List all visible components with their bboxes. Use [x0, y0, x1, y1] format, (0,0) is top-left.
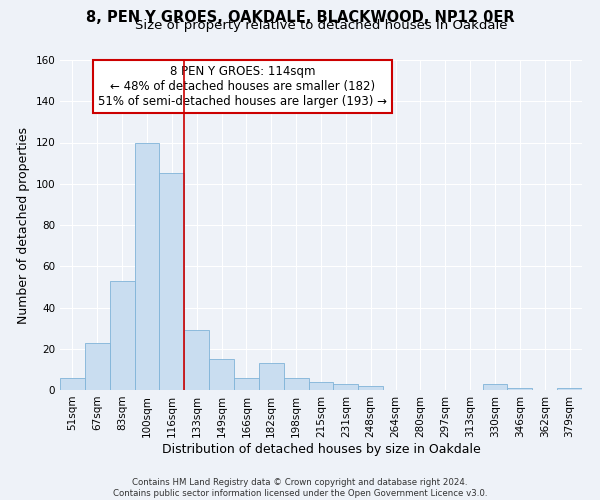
- Bar: [508, 388, 532, 390]
- Bar: [482, 384, 508, 390]
- Bar: [160, 174, 184, 390]
- Bar: [358, 386, 383, 390]
- Text: Contains HM Land Registry data © Crown copyright and database right 2024.
Contai: Contains HM Land Registry data © Crown c…: [113, 478, 487, 498]
- Bar: [60, 378, 85, 390]
- Bar: [184, 330, 209, 390]
- Text: 8 PEN Y GROES: 114sqm
← 48% of detached houses are smaller (182)
51% of semi-det: 8 PEN Y GROES: 114sqm ← 48% of detached …: [98, 65, 387, 108]
- Bar: [134, 142, 160, 390]
- Bar: [85, 342, 110, 390]
- Y-axis label: Number of detached properties: Number of detached properties: [17, 126, 30, 324]
- Bar: [308, 382, 334, 390]
- Bar: [557, 388, 582, 390]
- Bar: [284, 378, 308, 390]
- Bar: [334, 384, 358, 390]
- Bar: [110, 280, 134, 390]
- Bar: [209, 359, 234, 390]
- Text: 8, PEN Y GROES, OAKDALE, BLACKWOOD, NP12 0ER: 8, PEN Y GROES, OAKDALE, BLACKWOOD, NP12…: [86, 10, 514, 25]
- X-axis label: Distribution of detached houses by size in Oakdale: Distribution of detached houses by size …: [161, 442, 481, 456]
- Bar: [234, 378, 259, 390]
- Title: Size of property relative to detached houses in Oakdale: Size of property relative to detached ho…: [135, 20, 507, 32]
- Bar: [259, 363, 284, 390]
